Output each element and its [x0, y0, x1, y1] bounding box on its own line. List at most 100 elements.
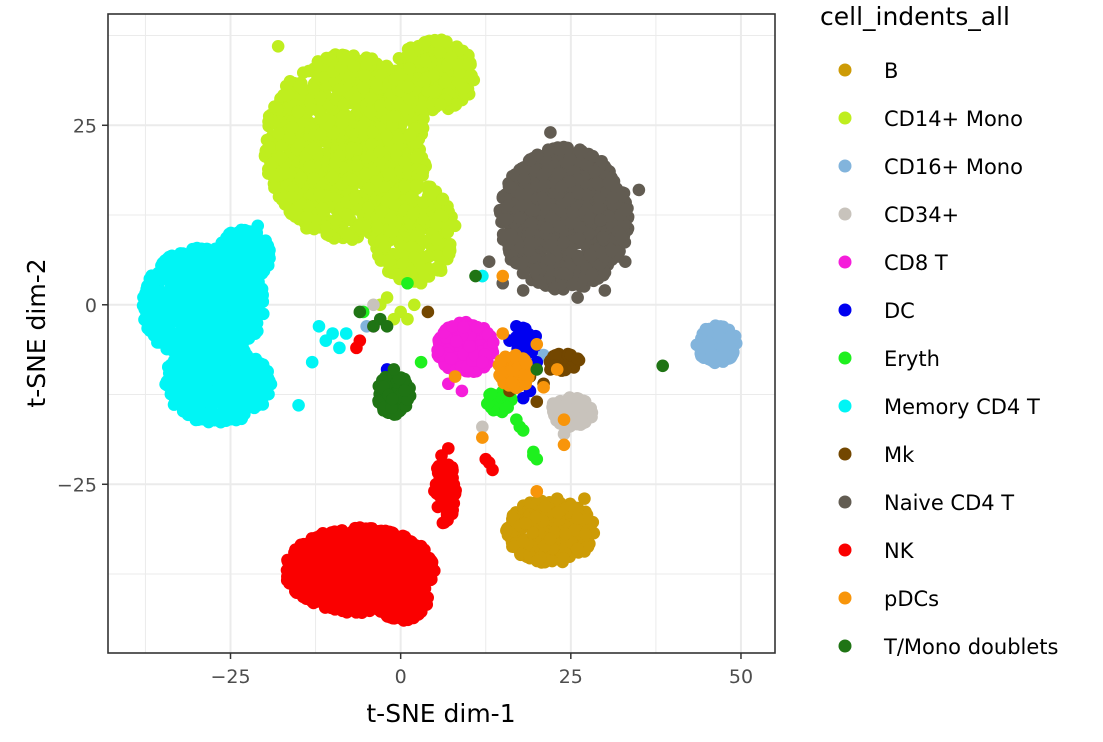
data-point	[283, 132, 297, 145]
data-point	[571, 542, 584, 556]
data-point	[168, 393, 182, 407]
data-point	[198, 251, 211, 264]
data-point	[451, 58, 465, 71]
data-point	[175, 311, 189, 325]
data-point	[213, 283, 227, 296]
data-point	[506, 511, 520, 524]
data-point	[333, 341, 346, 355]
data-point	[410, 151, 423, 165]
data-point	[362, 201, 375, 215]
data-point	[359, 167, 373, 181]
data-point	[320, 51, 333, 65]
data-point	[167, 285, 180, 298]
data-point	[312, 320, 326, 333]
data-point	[401, 276, 414, 290]
data-point	[219, 375, 233, 389]
data-point	[176, 325, 189, 339]
data-point	[500, 524, 513, 537]
data-point	[191, 273, 204, 286]
data-point	[510, 320, 523, 333]
data-point	[519, 517, 532, 530]
data-point	[499, 212, 513, 226]
data-point	[275, 139, 289, 153]
data-point	[189, 385, 202, 398]
data-point	[566, 278, 579, 292]
data-point	[338, 53, 352, 66]
data-point	[255, 389, 269, 402]
data-point	[481, 397, 494, 411]
data-point	[304, 102, 318, 116]
data-point	[253, 288, 267, 302]
data-point	[585, 267, 599, 281]
data-point	[294, 197, 308, 210]
data-point	[594, 213, 608, 227]
data-point	[326, 170, 339, 184]
data-point	[431, 35, 444, 49]
data-point	[407, 298, 421, 312]
data-point	[278, 166, 292, 180]
data-point	[274, 151, 287, 164]
data-point	[271, 40, 285, 53]
data-point	[383, 254, 396, 267]
data-point	[361, 219, 374, 233]
data-point	[712, 322, 725, 335]
data-point	[446, 320, 459, 333]
data-point	[448, 219, 462, 233]
data-point	[409, 179, 423, 192]
data-point	[215, 236, 229, 250]
data-point	[705, 348, 718, 361]
data-point	[201, 330, 215, 343]
data-point	[530, 554, 544, 568]
data-point	[398, 180, 411, 193]
data-point	[450, 335, 463, 348]
data-point	[216, 259, 230, 272]
data-point	[258, 365, 272, 379]
data-point	[583, 212, 597, 226]
data-point	[176, 264, 189, 278]
data-point	[300, 210, 314, 224]
data-point	[416, 212, 429, 226]
data-point	[536, 168, 550, 182]
data-point	[433, 209, 447, 222]
data-point	[571, 417, 584, 431]
data-point	[350, 158, 364, 172]
data-point	[203, 303, 216, 316]
data-point	[560, 402, 574, 415]
data-point	[392, 132, 406, 146]
data-point	[307, 222, 321, 236]
data-point	[573, 221, 586, 234]
data-point	[226, 248, 240, 262]
data-point	[293, 79, 306, 93]
data-point	[433, 45, 446, 59]
data-point	[168, 360, 182, 373]
data-point	[396, 257, 409, 271]
data-point	[365, 138, 379, 151]
data-point	[364, 92, 378, 105]
data-point	[268, 181, 281, 195]
data-point	[286, 121, 299, 134]
data-point	[449, 98, 463, 111]
data-point	[341, 208, 354, 222]
data-point	[543, 253, 557, 266]
data-point	[596, 230, 610, 244]
data-point	[378, 240, 392, 253]
data-point	[484, 387, 498, 401]
data-point	[375, 205, 388, 219]
data-point	[194, 396, 208, 410]
data-point	[404, 190, 418, 204]
data-point	[217, 343, 231, 357]
data-point	[568, 523, 582, 537]
data-point	[313, 187, 326, 201]
data-point	[550, 404, 564, 417]
data-point	[267, 170, 280, 183]
data-point	[529, 510, 543, 524]
data-point	[526, 526, 539, 539]
data-point	[699, 322, 713, 336]
data-point	[563, 153, 577, 166]
data-point	[527, 449, 540, 462]
data-point	[421, 305, 435, 319]
data-point	[182, 298, 196, 312]
data-point	[380, 129, 393, 143]
data-point	[163, 306, 177, 319]
